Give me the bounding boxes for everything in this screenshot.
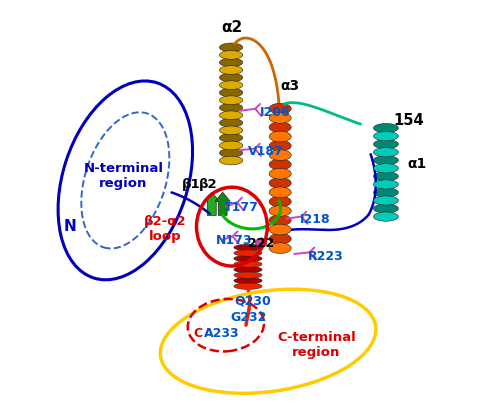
Text: 222: 222 — [248, 237, 274, 250]
Ellipse shape — [234, 261, 262, 267]
Ellipse shape — [374, 124, 398, 133]
Text: N173: N173 — [216, 234, 252, 247]
Ellipse shape — [269, 243, 291, 254]
Ellipse shape — [220, 111, 243, 119]
Ellipse shape — [269, 113, 291, 123]
Ellipse shape — [269, 224, 291, 235]
Ellipse shape — [256, 238, 267, 247]
Ellipse shape — [374, 172, 398, 181]
Text: I218: I218 — [300, 213, 331, 226]
Ellipse shape — [220, 66, 243, 75]
Ellipse shape — [269, 178, 291, 188]
Text: α2: α2 — [222, 20, 242, 35]
Text: 154: 154 — [394, 113, 424, 128]
Ellipse shape — [220, 141, 243, 150]
Ellipse shape — [374, 164, 398, 173]
FancyArrow shape — [204, 192, 220, 215]
Text: β2: β2 — [198, 178, 217, 191]
Text: β1: β1 — [182, 178, 201, 191]
Ellipse shape — [269, 103, 291, 114]
Ellipse shape — [374, 212, 398, 221]
Ellipse shape — [374, 196, 398, 205]
Text: T177: T177 — [224, 201, 258, 214]
Ellipse shape — [269, 131, 291, 142]
Ellipse shape — [220, 43, 243, 52]
Text: Q230: Q230 — [234, 294, 270, 307]
Ellipse shape — [269, 159, 291, 170]
Ellipse shape — [374, 140, 398, 149]
Ellipse shape — [269, 215, 291, 226]
Ellipse shape — [374, 180, 398, 189]
Text: N: N — [64, 219, 76, 234]
Ellipse shape — [220, 103, 243, 112]
Ellipse shape — [234, 244, 262, 251]
Ellipse shape — [234, 283, 262, 290]
Text: β2-α2
loop: β2-α2 loop — [144, 215, 187, 243]
Text: G232: G232 — [230, 311, 266, 324]
Ellipse shape — [234, 272, 262, 278]
Ellipse shape — [220, 156, 243, 165]
Ellipse shape — [220, 51, 243, 59]
Ellipse shape — [269, 150, 291, 160]
Ellipse shape — [220, 96, 243, 104]
Ellipse shape — [269, 187, 291, 198]
Text: A233: A233 — [204, 327, 240, 340]
Text: R223: R223 — [308, 250, 344, 263]
Ellipse shape — [220, 149, 243, 157]
Text: C: C — [194, 327, 203, 340]
Ellipse shape — [220, 88, 243, 97]
Ellipse shape — [374, 188, 398, 197]
FancyArrow shape — [215, 192, 230, 215]
Ellipse shape — [269, 196, 291, 207]
Ellipse shape — [220, 134, 243, 142]
Ellipse shape — [234, 256, 262, 262]
Text: α3: α3 — [280, 79, 300, 93]
Text: α1: α1 — [408, 157, 426, 171]
Ellipse shape — [269, 168, 291, 179]
Ellipse shape — [374, 156, 398, 165]
Text: I206: I206 — [260, 105, 290, 119]
Ellipse shape — [234, 266, 262, 273]
Ellipse shape — [234, 277, 262, 284]
Text: V187: V187 — [248, 145, 284, 158]
Ellipse shape — [220, 58, 243, 67]
Ellipse shape — [374, 132, 398, 141]
Ellipse shape — [220, 81, 243, 90]
Ellipse shape — [234, 250, 262, 256]
Ellipse shape — [269, 206, 291, 216]
Ellipse shape — [220, 119, 243, 127]
Ellipse shape — [374, 204, 398, 213]
Ellipse shape — [269, 233, 291, 244]
Ellipse shape — [374, 147, 398, 157]
Ellipse shape — [269, 141, 291, 151]
Ellipse shape — [269, 122, 291, 132]
Text: C-terminal
region: C-terminal region — [277, 331, 355, 359]
Ellipse shape — [220, 73, 243, 82]
Text: N-terminal
region: N-terminal region — [84, 162, 164, 190]
Ellipse shape — [220, 126, 243, 135]
